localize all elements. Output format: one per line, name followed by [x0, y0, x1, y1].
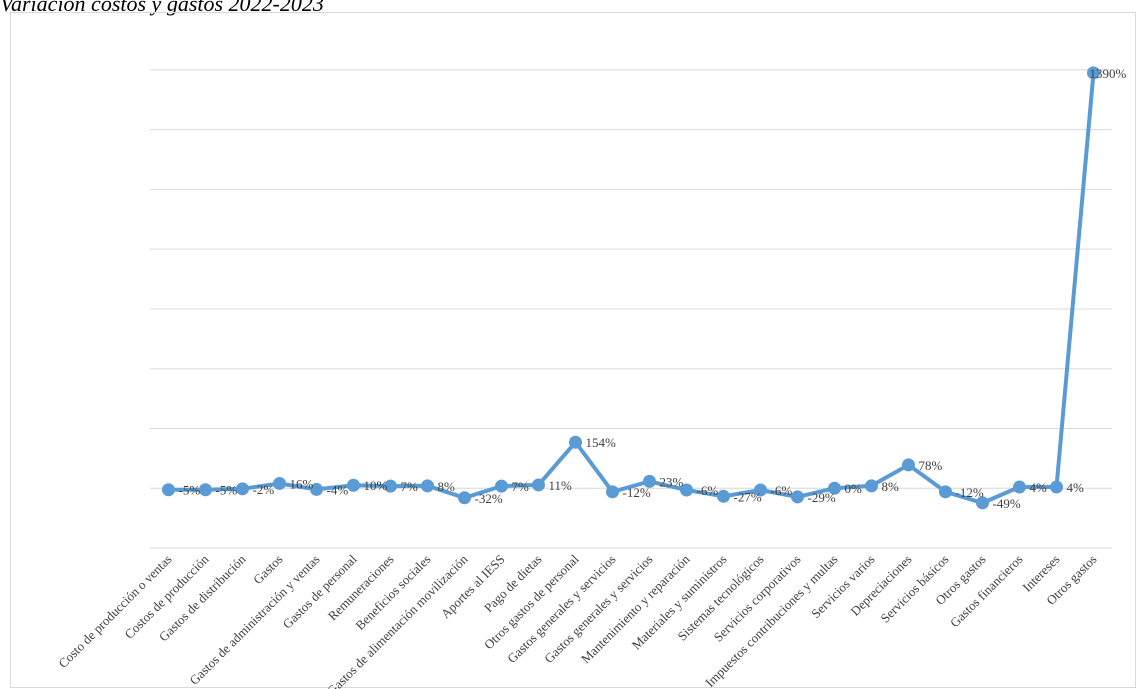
data-label: -32% [475, 491, 503, 506]
data-point [1050, 480, 1063, 494]
data-label: 154% [586, 435, 617, 450]
data-point [754, 483, 767, 497]
chart-frame [10, 12, 1136, 688]
data-label: 23% [660, 474, 684, 489]
data-label: 0% [845, 481, 863, 496]
data-label: -5% [179, 483, 201, 498]
data-label: 11% [549, 478, 573, 493]
data-label: -12% [956, 485, 984, 500]
data-label: -27% [734, 489, 762, 504]
data-point [310, 482, 323, 496]
data-label: 4% [1067, 480, 1085, 495]
data-label: 1390% [1090, 66, 1127, 81]
data-label: 7% [512, 479, 530, 494]
data-point [421, 479, 434, 493]
data-label: 7% [401, 479, 419, 494]
data-label: 16% [290, 476, 314, 491]
data-point [458, 491, 471, 505]
data-point [199, 483, 212, 497]
data-point [569, 435, 582, 449]
data-point [976, 496, 989, 510]
data-point [865, 479, 878, 493]
data-point [236, 482, 249, 496]
data-point [384, 479, 397, 493]
data-point [791, 490, 804, 504]
data-point [902, 458, 915, 472]
data-point [717, 489, 730, 503]
data-label: 10% [364, 478, 388, 493]
data-label: 78% [919, 458, 943, 473]
x-tick-label: Gastos [250, 552, 286, 588]
data-point [532, 478, 545, 492]
data-label: 8% [438, 479, 456, 494]
data-point [643, 474, 656, 488]
series-line [166, 70, 1096, 505]
data-point [273, 476, 286, 490]
data-point [606, 485, 619, 499]
data-label: -5% [216, 483, 238, 498]
data-point [347, 478, 360, 492]
data-point [680, 483, 693, 497]
data-label: -4% [327, 482, 349, 497]
data-point [1087, 66, 1100, 80]
data-label: -29% [808, 490, 836, 505]
data-point [939, 485, 952, 499]
data-label: -12% [623, 485, 651, 500]
data-label: 4% [1030, 480, 1048, 495]
data-label: 8% [882, 479, 900, 494]
data-point [1013, 480, 1026, 494]
data-label: -49% [993, 496, 1021, 511]
data-point [495, 479, 508, 493]
data-label: -2% [253, 482, 275, 497]
data-point [828, 481, 841, 495]
data-label: -6% [771, 483, 793, 498]
data-point [162, 483, 175, 497]
data-label: -6% [697, 483, 719, 498]
